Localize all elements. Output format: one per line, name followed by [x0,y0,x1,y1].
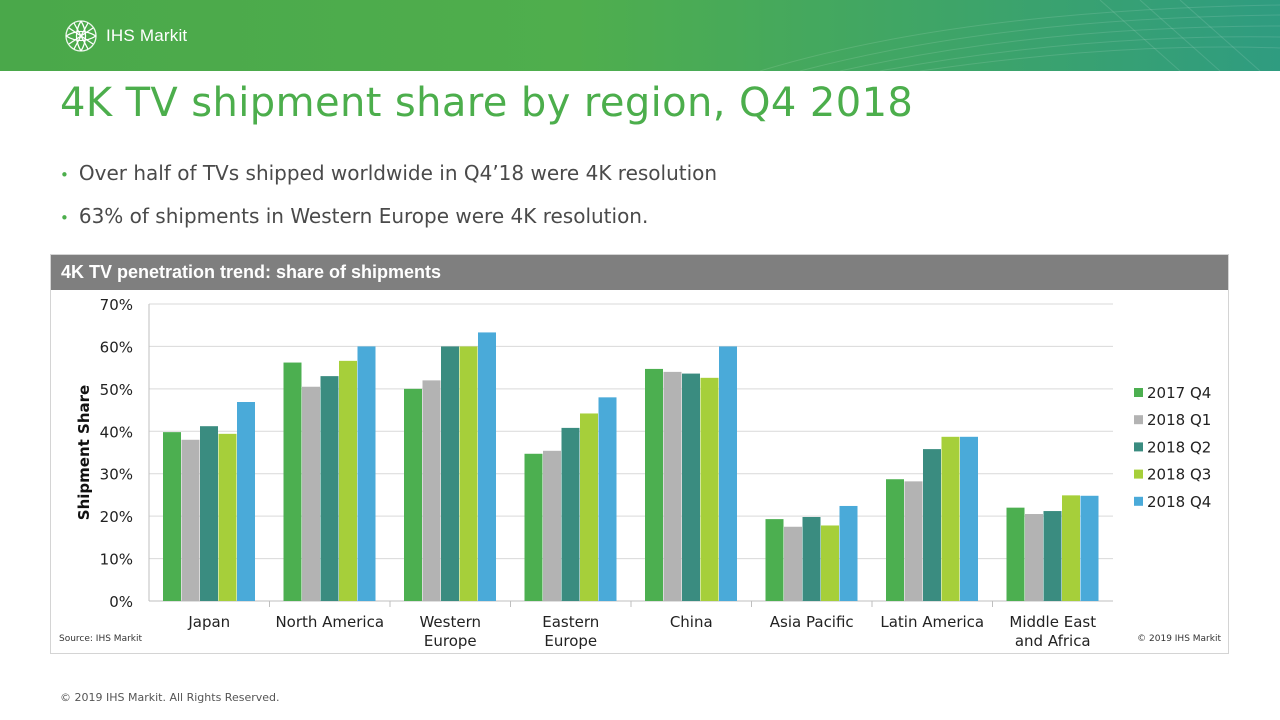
logo-text: IHS Markit [106,26,188,45]
bar [163,432,181,601]
bar [543,450,561,601]
bar [1025,514,1043,601]
bar [283,362,302,601]
bar [645,368,663,601]
x-tick-label: and Africa [1015,632,1091,650]
legend-swatch [1134,442,1143,452]
bar [960,436,978,601]
legend-swatch [1134,415,1143,425]
bar [1062,495,1080,601]
bar [682,373,700,601]
source-note: Source: IHS Markit [59,634,142,644]
bar [1080,495,1099,601]
chart-title: 4K TV penetration trend: share of shipme… [51,255,1228,290]
bar [237,402,255,601]
x-tick-label: Eastern [542,613,599,631]
bar [663,371,682,601]
bar [580,413,598,601]
bar [904,481,923,601]
legend-swatch [1134,388,1143,397]
y-tick-label: 10% [100,551,133,569]
bar [839,505,858,601]
bar [1043,511,1062,601]
ihs-markit-logo: IHS Markit [62,16,187,56]
bar [700,377,719,601]
y-tick-label: 20% [100,508,133,526]
x-tick-label: China [670,613,713,631]
legend-label: 2018 Q4 [1147,493,1211,511]
x-tick-label: Western [419,613,481,631]
bullet-dot: • [60,166,69,184]
bar [784,526,802,601]
legend-label: 2018 Q1 [1147,411,1211,429]
bar [941,436,960,601]
footer-copyright: © 2019 IHS Markit. All Rights Reserved. [60,691,280,704]
bar [441,346,459,601]
y-tick-label: 70% [100,296,133,314]
bar [561,427,580,601]
bar [1006,507,1025,601]
x-tick-label: Asia Pacific [770,613,854,631]
bar [200,426,218,601]
bar [422,380,441,601]
x-tick-label: Europe [544,632,597,650]
header-banner: IHS Markit [0,0,1280,71]
bar [719,346,737,601]
x-tick-label: Latin America [880,613,984,631]
chart-panel: 4K TV penetration trend: share of shipme… [50,254,1229,654]
x-tick-label: Middle East [1009,613,1096,631]
y-tick-label: 0% [109,593,133,611]
y-axis-label: Shipment Share [75,385,93,520]
chart-copyright: © 2019 IHS Markit [1137,634,1221,644]
bar [357,346,376,601]
legend-label: 2017 Q4 [1147,384,1211,402]
legend-swatch [1134,469,1143,479]
bullet-text: Over half of TVs shipped worldwide in Q4… [78,161,718,185]
y-tick-label: 30% [100,466,133,484]
bar [320,376,339,601]
bullet-item: • Over half of TVs shipped worldwide in Q… [60,158,717,201]
bar [598,397,617,601]
bar [339,360,357,601]
bullet-dot: • [60,209,69,227]
logo-globe-icon [65,20,97,52]
bar [923,449,941,601]
x-tick-label: Europe [424,632,477,650]
legend-label: 2018 Q2 [1147,438,1211,456]
bar [302,386,320,601]
bar [765,519,784,601]
y-tick-label: 50% [100,381,133,399]
x-tick-label: North America [275,613,384,631]
bar-chart: 0% 10% 20% 30% 40% 50% 60% 70% Shipment Share Jap… [59,296,1221,650]
bar [821,525,839,601]
y-tick-label: 40% [100,423,133,441]
legend-swatch [1134,496,1143,506]
x-tick-label: Japan [187,613,230,631]
banner-decoration [759,0,1280,71]
bar [404,388,422,601]
bar [886,479,904,601]
y-tick-label: 60% [100,338,133,356]
bar [802,516,821,601]
bar [478,332,496,601]
page-title: 4K TV shipment share by region, Q4 2018 [60,80,914,126]
bar [459,346,478,601]
bar [524,453,543,601]
bar [181,439,200,601]
bullet-text: 63% of shipments in Western Europe were … [78,204,649,228]
bar [218,433,237,601]
bullet-item: • 63% of shipments in Western Europe were… [60,201,717,244]
bullet-list: • Over half of TVs shipped worldwide in Q… [60,158,717,244]
legend-label: 2018 Q3 [1147,466,1211,484]
